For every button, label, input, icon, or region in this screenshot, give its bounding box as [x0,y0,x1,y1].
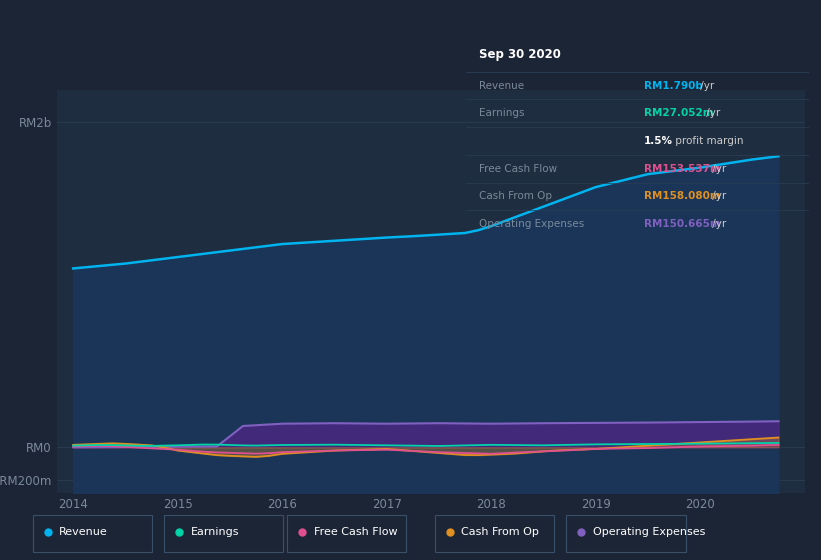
Text: RM158.080m: RM158.080m [644,192,721,202]
Text: Cash From Op: Cash From Op [479,192,553,202]
Text: RM153.537m: RM153.537m [644,164,721,174]
Text: Earnings: Earnings [190,527,239,537]
Text: Free Cash Flow: Free Cash Flow [479,164,557,174]
Text: Revenue: Revenue [59,527,108,537]
Text: /yr: /yr [709,164,727,174]
Text: /yr: /yr [697,81,714,91]
Text: Free Cash Flow: Free Cash Flow [314,527,397,537]
Text: Operating Expenses: Operating Expenses [479,219,585,229]
Text: 1.5%: 1.5% [644,136,673,146]
Text: profit margin: profit margin [672,136,744,146]
Text: Operating Expenses: Operating Expenses [593,527,705,537]
Text: /yr: /yr [709,219,727,229]
Text: /yr: /yr [703,108,720,118]
Text: Sep 30 2020: Sep 30 2020 [479,48,561,60]
Text: RM27.052m: RM27.052m [644,108,713,118]
Text: Cash From Op: Cash From Op [461,527,539,537]
Text: RM1.790b: RM1.790b [644,81,703,91]
Text: /yr: /yr [709,192,727,202]
Text: Revenue: Revenue [479,81,525,91]
Text: Earnings: Earnings [479,108,525,118]
Text: RM150.665m: RM150.665m [644,219,721,229]
